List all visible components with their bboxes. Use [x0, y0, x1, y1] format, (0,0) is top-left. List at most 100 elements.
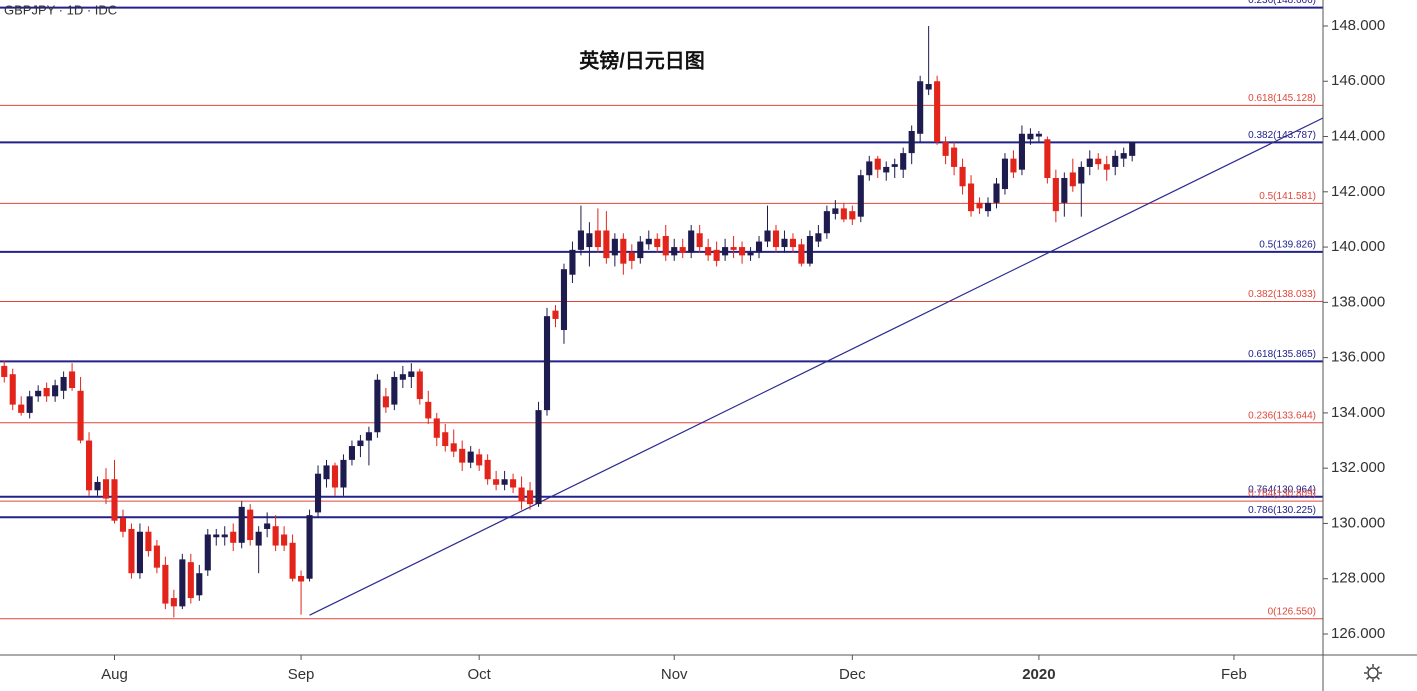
candle-body	[374, 379, 381, 433]
candle-body	[1010, 158, 1017, 173]
candle-body	[365, 432, 372, 441]
candle-body	[179, 559, 186, 607]
candle-body	[136, 531, 143, 574]
candle-body	[111, 479, 118, 521]
candle-body	[917, 81, 924, 134]
x-tick-label: 2020	[1022, 666, 1055, 683]
candle-body	[586, 233, 593, 248]
candle-body	[806, 236, 813, 264]
fib-level-label: 0.5(139.826)	[1259, 240, 1316, 251]
candle-body	[170, 598, 177, 607]
candle-body	[196, 573, 203, 596]
candle-body	[340, 459, 347, 488]
candle-body	[518, 487, 525, 502]
candle-body	[1069, 172, 1076, 187]
candle-body	[1103, 164, 1110, 170]
candle-body	[620, 238, 627, 264]
candle-body	[747, 252, 754, 256]
candle-body	[204, 534, 211, 571]
candle-body	[35, 390, 42, 397]
candle-body	[823, 211, 830, 234]
candle-body	[849, 211, 856, 220]
candle-body	[9, 374, 16, 405]
fib-level-label: 0.236(148.666)	[1248, 0, 1316, 6]
candle-body	[289, 542, 296, 579]
candle-body	[306, 515, 313, 579]
candle-body	[323, 465, 330, 480]
candle-body	[857, 175, 864, 217]
x-tick-label: Aug	[101, 666, 128, 683]
candle-body	[331, 465, 339, 488]
settings-icon[interactable]	[1364, 664, 1382, 682]
fib-level-label: 0.382(143.787)	[1248, 130, 1316, 141]
fib-level-label: 0.5(141.581)	[1259, 191, 1316, 202]
candle-body	[798, 244, 805, 264]
candle-body	[314, 473, 322, 513]
candle-body	[408, 371, 415, 377]
candle-body	[391, 376, 398, 405]
candle-body	[77, 390, 84, 441]
y-tick-label: 136.000	[1331, 349, 1385, 366]
candle-body	[281, 534, 288, 546]
candle-body	[772, 230, 780, 248]
y-tick-label: 134.000	[1331, 404, 1385, 421]
candle-body	[493, 479, 500, 485]
candle-body	[705, 247, 712, 256]
candle-body	[713, 249, 720, 261]
y-tick-label: 140.000	[1331, 238, 1385, 255]
candle-body	[569, 249, 576, 275]
y-tick-label: 142.000	[1331, 183, 1385, 200]
candle-body	[1035, 133, 1042, 137]
candle-body	[102, 479, 110, 499]
candle-body	[18, 404, 25, 413]
y-tick-label: 130.000	[1331, 514, 1385, 531]
candle-body	[1078, 166, 1085, 184]
candle-body	[984, 202, 992, 212]
candle-body	[255, 531, 262, 546]
candle-body	[94, 481, 101, 491]
candle-body	[535, 410, 542, 505]
candle-body	[425, 401, 432, 419]
candle-body	[60, 376, 67, 391]
y-tick-label: 126.000	[1331, 625, 1385, 642]
fib-level-label: 0.618(145.128)	[1248, 93, 1316, 104]
fib-level-label: 0.786(130.225)	[1248, 505, 1316, 516]
candle-body	[739, 247, 746, 256]
fib-level-label: 0.618(135.865)	[1248, 349, 1316, 360]
candle-body	[1061, 177, 1068, 203]
candle-body	[69, 371, 76, 389]
candle-body	[119, 517, 127, 532]
candle-body	[230, 531, 237, 543]
candle-body	[976, 202, 983, 209]
chart-title: 英镑/日元日图	[579, 48, 705, 72]
candle-body	[1001, 158, 1009, 190]
candle-body	[221, 534, 228, 538]
candle-body	[722, 247, 729, 256]
candle-body	[85, 440, 93, 491]
candle-body	[688, 230, 695, 253]
candle-body	[382, 396, 389, 408]
candle-body	[874, 158, 881, 170]
candle-body	[560, 269, 568, 330]
candle-body	[696, 233, 703, 248]
candle-body	[416, 371, 423, 400]
candle-body	[1027, 133, 1034, 140]
candle-body	[925, 84, 932, 90]
candle-body	[662, 236, 669, 256]
candle-body	[628, 252, 635, 261]
candle-body	[781, 238, 788, 248]
candle-body	[442, 432, 449, 447]
candle-body	[510, 479, 517, 488]
fib-level-label: 0.382(138.033)	[1248, 289, 1316, 300]
candle-body	[1086, 158, 1093, 167]
trendline	[309, 117, 1323, 616]
candle-body	[476, 454, 483, 466]
candle-body	[908, 131, 915, 154]
candle-body	[611, 238, 618, 256]
x-tick-label: Dec	[839, 666, 866, 683]
y-tick-label: 128.000	[1331, 570, 1385, 587]
candle-body	[603, 230, 610, 259]
candle-body	[43, 388, 50, 397]
candle-body	[526, 490, 534, 505]
candle-body	[645, 238, 652, 245]
